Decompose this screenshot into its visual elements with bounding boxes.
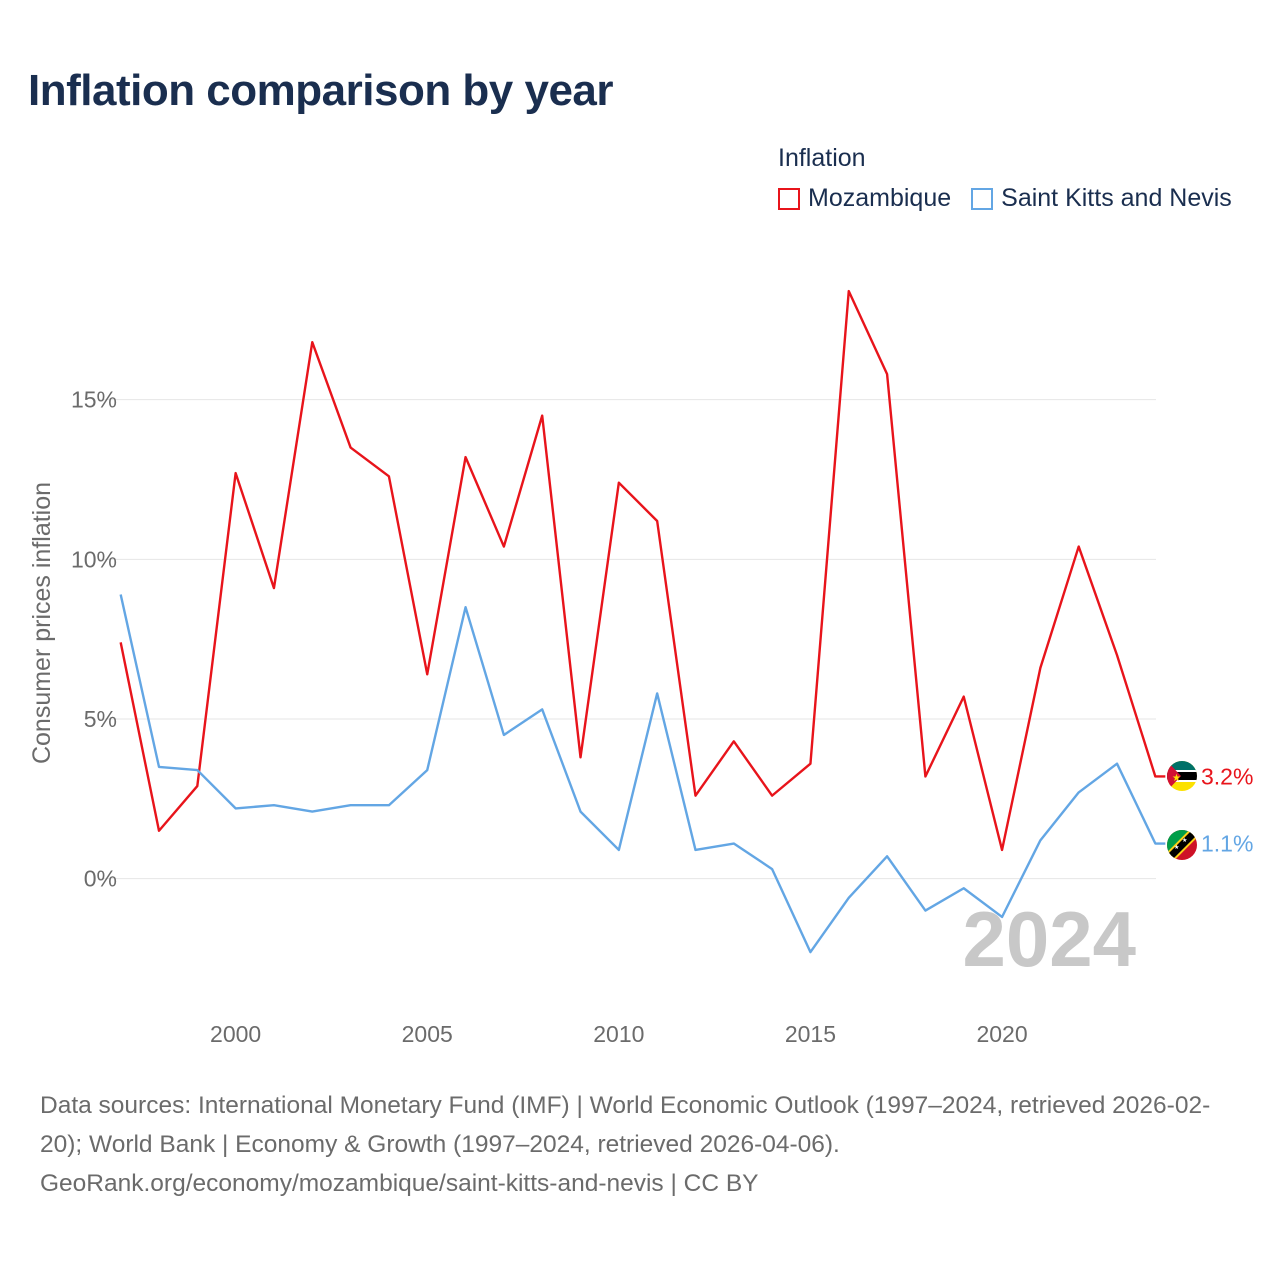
series-line-saint-kitts-and-nevis[interactable] bbox=[119, 594, 1166, 954]
source-link[interactable]: GeoRank.org/economy/mozambique/saint-kit… bbox=[40, 1170, 759, 1197]
legend-swatch-mozambique bbox=[778, 187, 800, 210]
y-tick-label: 10% bbox=[71, 546, 117, 572]
svg-text:★: ★ bbox=[1172, 773, 1181, 784]
x-tick-label: 2005 bbox=[402, 1021, 453, 1047]
line-chart: 0% 5% 10% 15% 2000 2005 2010 2015 2020 Consumer … bbox=[28, 289, 1253, 1047]
x-tick-label: 2020 bbox=[976, 1021, 1027, 1047]
data-source-footer: Data sources: International Monetary Fun… bbox=[40, 1086, 1250, 1203]
mozambique-flag-icon: ★ bbox=[1167, 761, 1197, 791]
y-tick-label: 15% bbox=[71, 387, 117, 413]
legend-label-saint-kitts-and-nevis: Saint Kitts and Nevis bbox=[1001, 184, 1232, 212]
legend-swatch-saint-kitts-and-nevis bbox=[971, 187, 994, 210]
x-tick-label: 2015 bbox=[785, 1021, 836, 1047]
legend-item-mozambique[interactable]: Mozambique bbox=[778, 184, 951, 213]
legend-item-saint-kitts-and-nevis[interactable]: Saint Kitts and Nevis bbox=[971, 184, 1232, 213]
series-line-mozambique[interactable] bbox=[119, 289, 1166, 852]
y-axis-label: Consumer prices inflation bbox=[28, 482, 56, 764]
svg-text:★: ★ bbox=[1182, 837, 1187, 844]
chart-title: Inflation comparison by year bbox=[28, 66, 614, 115]
y-tick-label: 5% bbox=[84, 706, 117, 732]
end-value-label-saint-kitts-and-nevis: 1.1% bbox=[1201, 831, 1253, 857]
saint-kitts-and-nevis-flag-icon: ★ ★ bbox=[1167, 830, 1197, 860]
legend-title: Inflation bbox=[778, 144, 866, 172]
legend: Mozambique Saint Kitts and Nevis bbox=[778, 184, 1232, 213]
svg-text:★: ★ bbox=[1174, 844, 1179, 851]
y-tick-label: 0% bbox=[84, 866, 117, 892]
end-value-label-mozambique: 3.2% bbox=[1201, 763, 1253, 789]
legend-label-mozambique: Mozambique bbox=[808, 184, 952, 212]
source-line-1: Data sources: International Monetary Fun… bbox=[40, 1092, 1211, 1158]
x-tick-label: 2000 bbox=[210, 1021, 261, 1047]
x-tick-label: 2010 bbox=[593, 1021, 644, 1047]
